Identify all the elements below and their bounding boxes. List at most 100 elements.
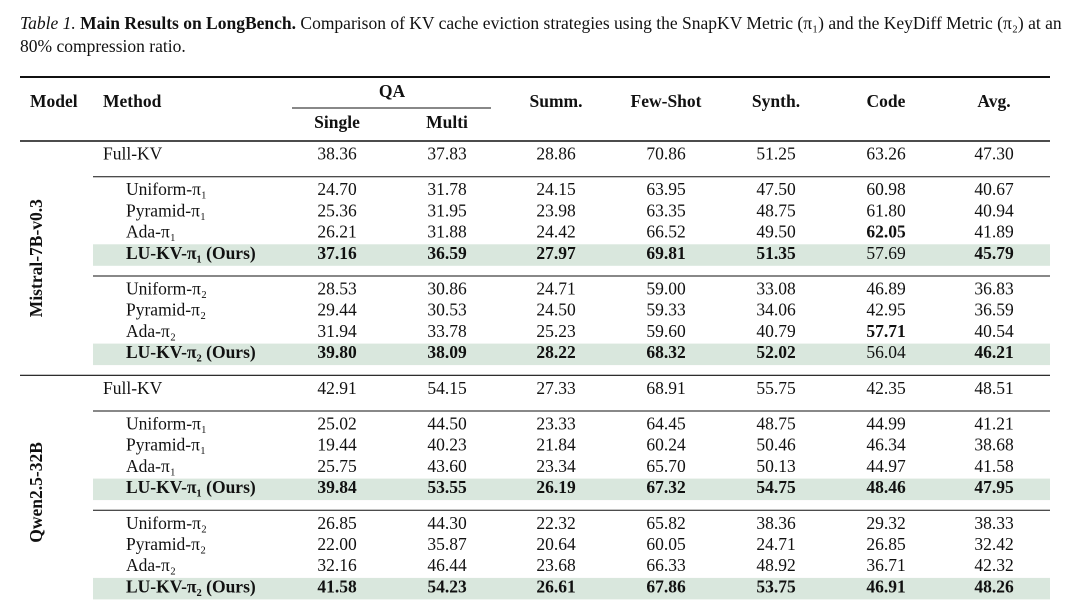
caption-text: Comparison of KV cache eviction strategi… [20, 13, 1062, 56]
header-cell: Method [103, 91, 162, 111]
value-cell: 42.91 [317, 378, 356, 398]
method-cell: LU-KV-π₁ (Ours) [126, 243, 256, 263]
value-cell: 54.15 [427, 378, 467, 398]
method-cell: Pyramid-π₂ [126, 534, 206, 554]
header-cell: Few-Shot [631, 91, 702, 111]
value-cell: 24.71 [756, 534, 795, 554]
value-cell: 52.02 [756, 342, 795, 362]
header-cell: Synth. [752, 91, 800, 111]
value-cell: 38.09 [427, 342, 467, 362]
value-cell: 55.75 [756, 378, 796, 398]
value-cell: 46.34 [866, 435, 906, 455]
value-cell: 61.80 [866, 200, 906, 220]
caption-label: Table 1. [20, 13, 76, 33]
value-cell: 25.02 [317, 414, 356, 434]
value-cell: 49.50 [756, 222, 796, 242]
value-cell: 48.46 [866, 477, 906, 497]
method-cell: Pyramid-π₁ [126, 200, 206, 220]
method-cell: Ada-π₁ [126, 456, 176, 476]
value-cell: 46.21 [974, 342, 1013, 362]
method-cell: Uniform-π₂ [126, 279, 207, 299]
header-cell: Avg. [977, 91, 1010, 111]
value-cell: 23.33 [536, 414, 576, 434]
value-cell: 44.50 [427, 414, 467, 434]
value-cell: 50.46 [756, 435, 796, 455]
value-cell: 59.00 [646, 279, 686, 299]
value-cell: 53.55 [427, 477, 467, 497]
method-cell: Ada-π₂ [126, 321, 176, 341]
value-cell: 64.45 [646, 414, 686, 434]
value-cell: 40.67 [974, 179, 1014, 199]
method-cell: Full-KV [103, 378, 163, 398]
value-cell: 19.44 [317, 435, 357, 455]
value-cell: 26.19 [536, 477, 576, 497]
value-cell: 44.99 [866, 414, 906, 434]
value-cell: 62.05 [866, 222, 906, 242]
method-cell: Pyramid-π₂ [126, 300, 206, 320]
value-cell: 26.85 [317, 513, 357, 533]
value-cell: 36.59 [974, 300, 1014, 320]
model-name: Mistral-7B-v0.3 [26, 199, 46, 317]
value-cell: 31.88 [427, 222, 467, 242]
value-cell: 42.35 [866, 378, 906, 398]
value-cell: 44.30 [427, 513, 467, 533]
value-cell: 38.36 [317, 144, 357, 164]
value-cell: 41.21 [974, 414, 1013, 434]
value-cell: 40.79 [756, 321, 796, 341]
value-cell: 24.71 [536, 279, 575, 299]
value-cell: 31.95 [427, 200, 467, 220]
method-cell: LU-KV-π₂ (Ours) [126, 342, 256, 362]
value-cell: 35.87 [427, 534, 467, 554]
method-cell: Ada-π₁ [126, 222, 176, 242]
header-cell: Model [30, 91, 78, 111]
value-cell: 42.32 [974, 555, 1013, 575]
value-cell: 21.84 [536, 435, 576, 455]
value-cell: 38.36 [756, 513, 796, 533]
value-cell: 54.23 [427, 576, 467, 596]
value-cell: 28.53 [317, 279, 357, 299]
value-cell: 39.84 [317, 477, 357, 497]
value-cell: 27.33 [536, 378, 576, 398]
method-cell: LU-KV-π₁ (Ours) [126, 477, 256, 497]
value-cell: 24.15 [536, 179, 576, 199]
value-cell: 67.86 [646, 576, 686, 596]
value-cell: 31.78 [427, 179, 467, 199]
value-cell: 68.91 [646, 378, 685, 398]
value-cell: 60.05 [646, 534, 686, 554]
value-cell: 30.53 [427, 300, 467, 320]
value-cell: 38.68 [974, 435, 1014, 455]
header-cell: Multi [426, 112, 468, 132]
value-cell: 23.34 [536, 456, 576, 476]
value-cell: 41.58 [317, 576, 357, 596]
value-cell: 40.23 [427, 435, 467, 455]
value-cell: 41.58 [974, 456, 1014, 476]
value-cell: 45.79 [974, 243, 1014, 263]
value-cell: 57.69 [866, 243, 906, 263]
header-cell: Summ. [530, 91, 583, 111]
value-cell: 56.04 [866, 342, 906, 362]
method-cell: Uniform-π₁ [126, 414, 207, 434]
value-cell: 36.83 [974, 279, 1014, 299]
value-cell: 29.44 [317, 300, 357, 320]
value-cell: 48.51 [974, 378, 1013, 398]
value-cell: 36.71 [866, 555, 905, 575]
value-cell: 25.23 [536, 321, 576, 341]
value-cell: 60.24 [646, 435, 686, 455]
value-cell: 38.33 [974, 513, 1014, 533]
value-cell: 33.78 [427, 321, 467, 341]
value-cell: 29.32 [866, 513, 905, 533]
value-cell: 41.89 [974, 222, 1014, 242]
value-cell: 57.71 [866, 321, 905, 341]
row-highlight [93, 478, 1050, 501]
header-cell: Single [314, 112, 360, 132]
value-cell: 43.60 [427, 456, 467, 476]
value-cell: 48.75 [756, 200, 796, 220]
value-cell: 30.86 [427, 279, 467, 299]
value-cell: 39.80 [317, 342, 357, 362]
value-cell: 22.32 [536, 513, 575, 533]
value-cell: 66.52 [646, 222, 685, 242]
value-cell: 32.16 [317, 555, 357, 575]
value-cell: 20.64 [536, 534, 576, 554]
